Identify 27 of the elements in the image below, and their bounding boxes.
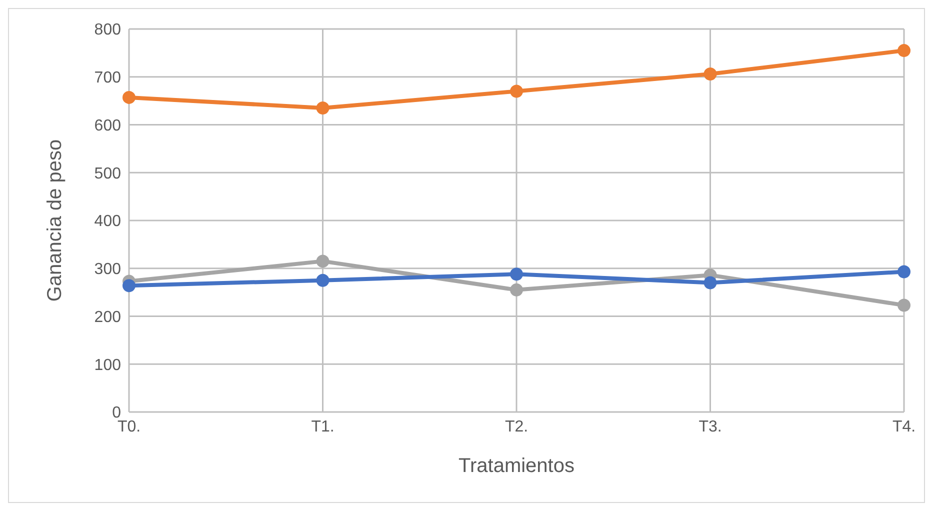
point	[316, 274, 330, 287]
x-tick-label: T1.	[311, 418, 334, 436]
point	[510, 268, 523, 281]
y-tick-label: 600	[94, 117, 122, 134]
y-tick-label: 700	[94, 70, 122, 87]
point	[122, 90, 136, 104]
point	[704, 68, 717, 81]
y-tick-label: 200	[94, 308, 122, 326]
point	[510, 84, 523, 98]
x-tick-label: T2.	[504, 418, 528, 436]
point	[704, 276, 717, 290]
point	[898, 265, 910, 278]
y-tick-label: 800	[94, 22, 122, 39]
x-axis-title: Tratamientos	[458, 455, 574, 477]
x-tick-label: T3.	[698, 418, 722, 436]
point	[898, 298, 910, 312]
y-tick-label: 100	[94, 356, 122, 374]
y-tick-label: 500	[94, 165, 122, 182]
x-tick-label: T4.	[892, 418, 916, 436]
y-tick-label: 300	[94, 261, 122, 278]
point	[316, 101, 330, 114]
y-tick-label: 400	[94, 213, 122, 230]
point	[316, 254, 330, 268]
y-axis-title: Ganancia de peso	[44, 139, 66, 302]
point	[510, 283, 523, 296]
point	[122, 279, 136, 292]
point	[898, 44, 910, 58]
